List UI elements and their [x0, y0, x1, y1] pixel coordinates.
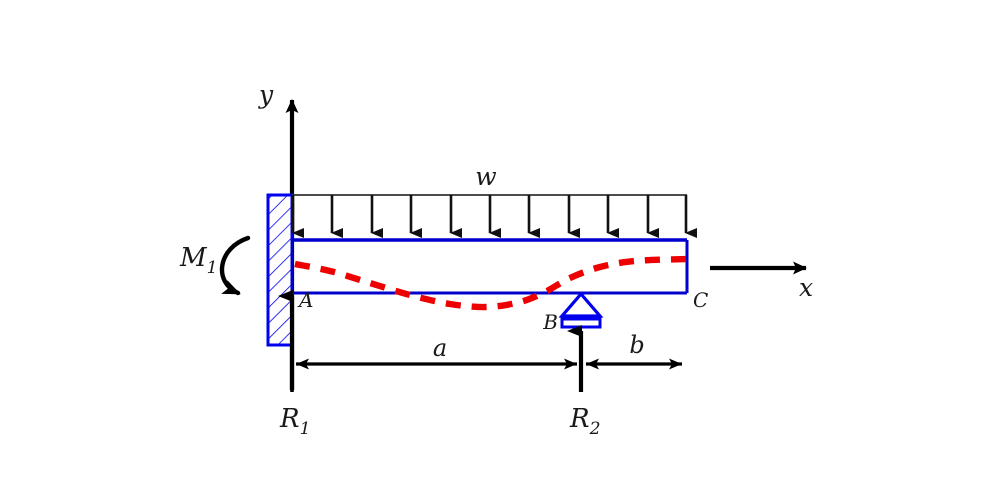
roller-support-b: [558, 291, 604, 329]
label-point-a: A: [297, 288, 313, 312]
label-r2-subscript: 2: [589, 419, 601, 439]
roller-triangle: [558, 291, 604, 318]
label-moment-base: M: [179, 243, 208, 273]
deflection-curve-group: [294, 255, 688, 311]
label-x-axis: x: [799, 273, 813, 302]
moment-m1-group: [219, 235, 251, 296]
label-r1-subscript: 1: [300, 419, 311, 439]
label-moment-m1: M1: [179, 243, 218, 278]
label-r1-base: R: [279, 404, 300, 434]
label-load-w: w: [475, 162, 496, 191]
label-reaction-r1: R1: [279, 404, 311, 439]
roller-base-bar: [560, 317, 602, 329]
deflection-curve: [294, 255, 688, 311]
label-dim-b: b: [629, 331, 644, 359]
fixed-support-wall: [266, 193, 294, 347]
axes-group: [285, 99, 807, 390]
beam-body: [290, 238, 689, 295]
label-point-c: C: [693, 288, 708, 312]
label-r2-base: R: [569, 404, 590, 434]
label-reaction-r2: R2: [569, 404, 601, 439]
label-point-b: B: [542, 310, 558, 334]
label-dim-a: a: [433, 334, 447, 362]
moment-arc: [219, 235, 251, 296]
label-moment-subscript: 1: [207, 258, 218, 278]
dimension-lines-group: [290, 345, 682, 392]
distributed-load-group: [291, 194, 697, 238]
wall-hatch-fill: [268, 195, 292, 345]
label-y-axis: y: [258, 80, 274, 109]
load-arrows: [291, 195, 697, 238]
labels-group: y x w A B C a b M1 R1 R2: [179, 80, 813, 439]
